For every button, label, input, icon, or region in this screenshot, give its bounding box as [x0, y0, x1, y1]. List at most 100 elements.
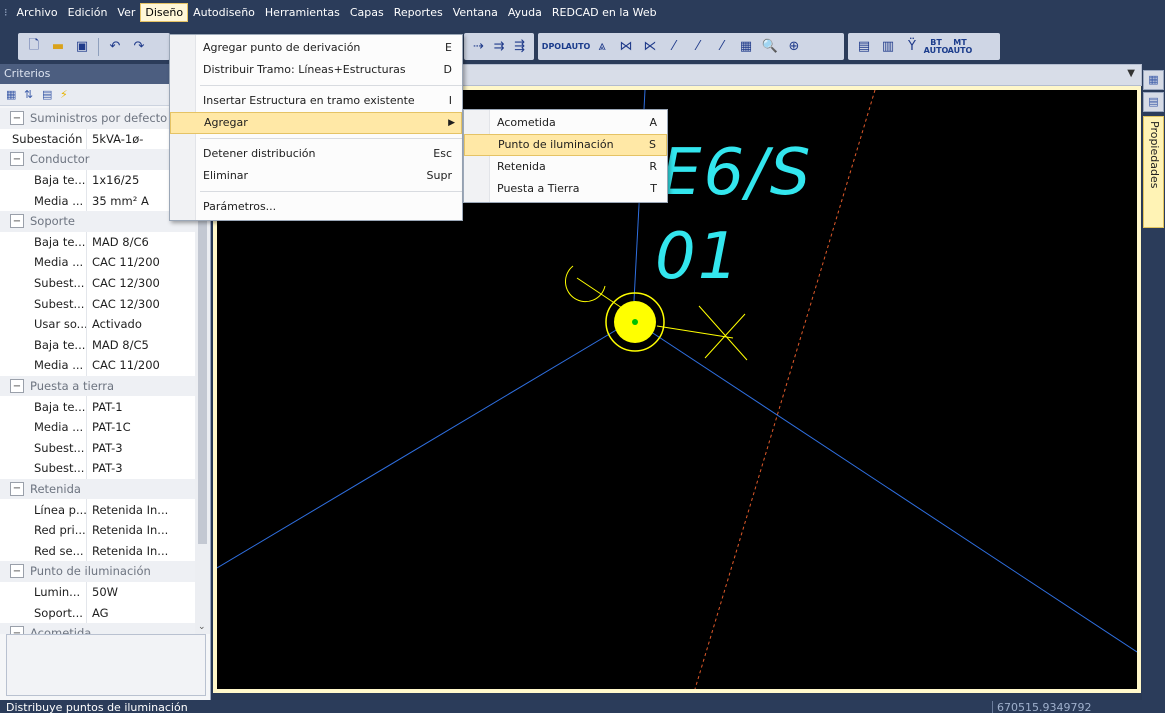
property-row[interactable]: Baja te... MAD 8/C5: [0, 334, 195, 356]
property-category[interactable]: − Suministros por defecto: [0, 108, 195, 129]
collapse-icon[interactable]: −: [10, 379, 24, 394]
property-row[interactable]: Red se... Retenida In...: [0, 540, 195, 562]
dock-icon-2[interactable]: ▤: [1143, 92, 1164, 112]
submenu-item-acometida[interactable]: Acometida A: [464, 112, 667, 134]
menu-ayuda[interactable]: Ayuda: [507, 5, 542, 19]
property-value[interactable]: 1x16/25: [92, 173, 140, 188]
structure-icon[interactable]: ⩓: [598, 39, 606, 54]
menu-item-eliminar[interactable]: Eliminar Supr: [170, 165, 462, 187]
menu-item-agregar-punto-derivacion[interactable]: Agregar punto de derivación E: [170, 37, 462, 59]
submenu-item-punto-iluminacion[interactable]: Punto de iluminación S: [464, 134, 667, 156]
mt-auto-icon[interactable]: MT AUTO: [947, 37, 973, 55]
globe-icon[interactable]: ⊕: [788, 39, 800, 54]
property-category[interactable]: − Conductor: [0, 149, 195, 170]
curve-l-icon[interactable]: ⁄: [720, 39, 724, 54]
property-value[interactable]: PAT-1: [92, 399, 123, 414]
network-line[interactable]: [217, 319, 634, 569]
network-line[interactable]: [632, 319, 1137, 653]
property-grid-scrollbar[interactable]: ⌄: [195, 108, 210, 634]
property-value[interactable]: AG: [92, 605, 109, 620]
sort-alpha-icon[interactable]: ⇅: [24, 88, 34, 101]
property-pages-icon[interactable]: ▤: [42, 88, 53, 101]
properties-tab[interactable]: Propiedades: [1143, 116, 1164, 228]
menu-capas[interactable]: Capas: [349, 5, 384, 19]
property-row[interactable]: Media ... CAC 11/200: [0, 252, 195, 273]
add-line-icon[interactable]: ⇉: [493, 39, 505, 54]
property-row[interactable]: Subestación 5kVA-1ø-: [0, 128, 195, 150]
document-list-dropdown-icon[interactable]: ▼: [1127, 68, 1135, 79]
property-row[interactable]: Subest... CAC 12/300: [0, 272, 195, 294]
extend-line-icon[interactable]: ⇢: [472, 39, 484, 54]
property-row[interactable]: Media ... CAC 11/200: [0, 355, 195, 376]
property-value[interactable]: MAD 8/C6: [92, 234, 149, 249]
menu-redcad-web[interactable]: REDCAD en la Web: [551, 5, 657, 19]
categorized-icon[interactable]: ▦: [6, 88, 17, 101]
menu-item-detener-distribucion[interactable]: Detener distribución Esc: [170, 143, 462, 165]
property-category[interactable]: − Retenida: [0, 478, 195, 500]
undo-icon[interactable]: ↶: [109, 39, 121, 54]
zoom-icon[interactable]: 🔍: [761, 39, 779, 54]
menu-ventana[interactable]: Ventana: [452, 5, 498, 19]
property-value[interactable]: 35 mm² A: [92, 193, 149, 208]
save-icon[interactable]: ▣: [75, 39, 89, 54]
menu-item-insertar-estructura[interactable]: Insertar Estructura en tramo existente I: [170, 90, 462, 112]
property-value[interactable]: Retenida In...: [92, 543, 169, 558]
submenu-item-retenida[interactable]: Retenida R: [464, 156, 667, 178]
span-icon[interactable]: ⋈: [619, 39, 633, 54]
redo-icon[interactable]: ↷: [133, 39, 145, 54]
property-value[interactable]: MAD 8/C5: [92, 337, 149, 352]
menu-reportes[interactable]: Reportes: [393, 5, 443, 19]
submenu-item-puesta-tierra[interactable]: Puesta a Tierra T: [464, 178, 667, 200]
menu-autodiseno[interactable]: Autodiseño: [193, 5, 255, 19]
menu-item-parametros[interactable]: Parámetros...: [170, 196, 462, 218]
layout2-icon[interactable]: ▥: [881, 39, 895, 54]
property-row[interactable]: Red pri... Retenida In...: [0, 519, 195, 541]
property-value[interactable]: PAT-3: [92, 461, 123, 476]
auto-route-icon[interactable]: AUTO: [565, 41, 591, 51]
collapse-icon[interactable]: −: [10, 152, 24, 167]
menu-herramientas[interactable]: Herramientas: [264, 5, 340, 19]
curve-a-icon[interactable]: ⁄: [672, 39, 676, 54]
property-grid[interactable]: − Suministros por defecto Subestación 5kVA-…: [0, 108, 195, 634]
property-value[interactable]: CAC 11/200: [92, 358, 160, 373]
property-row[interactable]: Subest... PAT-3: [0, 458, 195, 479]
property-row[interactable]: Baja te... MAD 8/C6: [0, 231, 195, 253]
property-category[interactable]: − Puesta a tierra: [0, 375, 195, 397]
menu-edicion[interactable]: Edición: [67, 5, 108, 19]
menu-diseno[interactable]: Diseño: [140, 2, 189, 22]
scroll-down-icon[interactable]: ⌄: [198, 622, 206, 632]
property-row[interactable]: Subest... CAC 12/300: [0, 293, 195, 314]
bt-auto-icon[interactable]: BT AUTO: [923, 37, 949, 55]
property-value[interactable]: PAT-1C: [92, 420, 131, 435]
new-icon[interactable]: 🗋: [28, 37, 40, 53]
property-row[interactable]: Baja te... 1x16/25: [0, 169, 195, 191]
scrollbar-thumb[interactable]: [198, 114, 207, 544]
property-row[interactable]: Media ... 35 mm² A: [0, 190, 195, 211]
property-category[interactable]: − Soporte: [0, 210, 195, 232]
report-icon[interactable]: ▦: [739, 39, 753, 54]
span-auto-icon[interactable]: ⋉: [643, 39, 657, 54]
open-icon[interactable]: ▬: [51, 39, 65, 54]
pole-outer-ring[interactable]: [605, 292, 665, 352]
property-row[interactable]: Línea p... Retenida In...: [0, 499, 195, 520]
menu-archivo[interactable]: Archivo: [16, 5, 58, 19]
property-value[interactable]: CAC 12/300: [92, 276, 160, 291]
property-value[interactable]: CAC 12/300: [92, 296, 160, 311]
property-value[interactable]: CAC 11/200: [92, 255, 160, 270]
property-row[interactable]: Baja te... PAT-1: [0, 396, 195, 417]
property-row[interactable]: Subest... PAT-3: [0, 437, 195, 459]
collapse-icon[interactable]: −: [10, 564, 24, 579]
property-row[interactable]: Soport... AG: [0, 602, 195, 623]
collapse-icon[interactable]: −: [10, 214, 24, 229]
collapse-icon[interactable]: −: [10, 111, 24, 126]
property-category[interactable]: − Punto de iluminación: [0, 561, 195, 582]
property-value[interactable]: 5kVA-1ø-: [92, 131, 144, 146]
network-icon[interactable]: Ÿ: [908, 39, 916, 54]
property-value[interactable]: 50W: [92, 584, 119, 599]
property-row[interactable]: Usar so... Activado: [0, 313, 195, 335]
curve-r-icon[interactable]: ⁄: [696, 39, 700, 54]
collapse-icon[interactable]: −: [10, 481, 24, 496]
property-value[interactable]: PAT-3: [92, 440, 123, 455]
menu-ver[interactable]: Ver: [117, 5, 136, 19]
collapse-icon[interactable]: −: [10, 626, 24, 634]
